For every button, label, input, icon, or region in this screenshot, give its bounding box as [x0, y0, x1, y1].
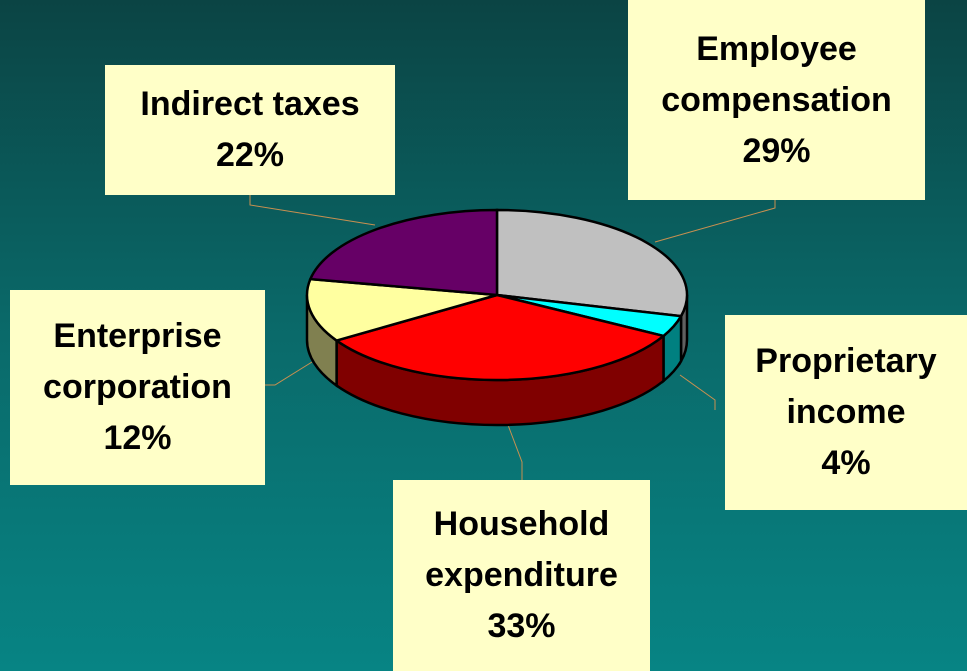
value-label: 29%	[742, 131, 811, 170]
label-box: Employee compensation 29%	[628, 0, 925, 200]
leader-line	[679, 374, 716, 410]
leader-line	[507, 424, 523, 482]
leader-line	[249, 195, 376, 226]
slice	[308, 208, 499, 297]
label-box: Proprietary income 4%	[725, 315, 967, 510]
value-label: 33%	[487, 607, 556, 645]
category-label: Household expenditure	[425, 505, 618, 594]
category-label: Enterprise corporation	[43, 317, 232, 406]
value-label: 12%	[103, 419, 172, 457]
value-label: 22%	[215, 136, 285, 174]
category-label: Indirect taxes	[140, 85, 360, 123]
slice	[495, 208, 689, 318]
label-box: Household expenditure 33%	[393, 480, 650, 671]
leader-line	[265, 361, 313, 386]
label-box: Indirect taxes 22%	[105, 65, 395, 195]
value-label: 4%	[821, 444, 871, 482]
pie	[305, 208, 689, 427]
slice	[333, 293, 667, 382]
label-box: Enterprise corporation 12%	[10, 290, 265, 485]
category-label: Employee compensation	[661, 29, 892, 119]
leader-lines	[249, 195, 776, 482]
pie-tops	[305, 208, 689, 382]
category-label: Proprietary income	[755, 342, 937, 431]
leader-line	[654, 200, 776, 243]
slice	[305, 277, 498, 342]
